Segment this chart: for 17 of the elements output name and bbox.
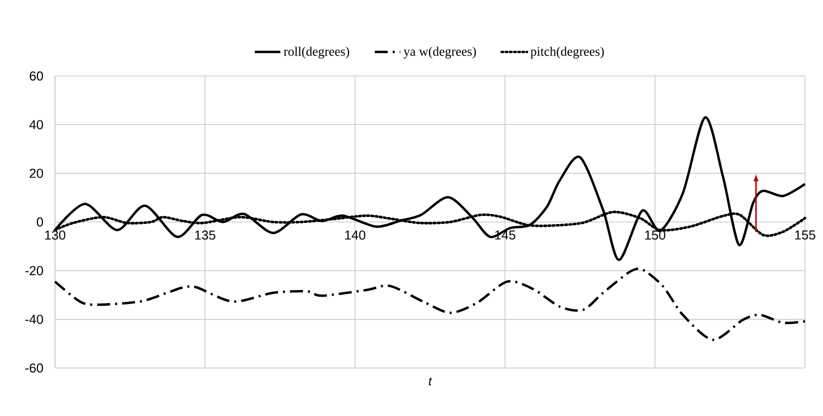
x-tick-label: 155: [795, 230, 816, 240]
x-tick-label: 130: [45, 230, 66, 240]
y-tick-label: -40: [25, 314, 44, 324]
line-series: [54, 268, 806, 341]
legend-label: ya w(degrees): [404, 46, 476, 59]
legend-label: roll(degrees): [284, 46, 350, 59]
y-tick-label: 20: [30, 168, 44, 178]
y-tick-label: 40: [29, 120, 44, 130]
x-tick-label: 140: [345, 230, 366, 240]
y-tick-label: 0: [36, 217, 44, 227]
x-axis-title: t: [428, 377, 432, 386]
y-tick-label: 60: [30, 71, 44, 81]
y-tick-label: -60: [25, 363, 44, 373]
x-tick-label: 150: [645, 230, 666, 240]
legend-label: pitch(degrees): [530, 46, 604, 59]
x-tick-label: 135: [195, 230, 216, 240]
y-tick-label: -20: [25, 266, 44, 276]
